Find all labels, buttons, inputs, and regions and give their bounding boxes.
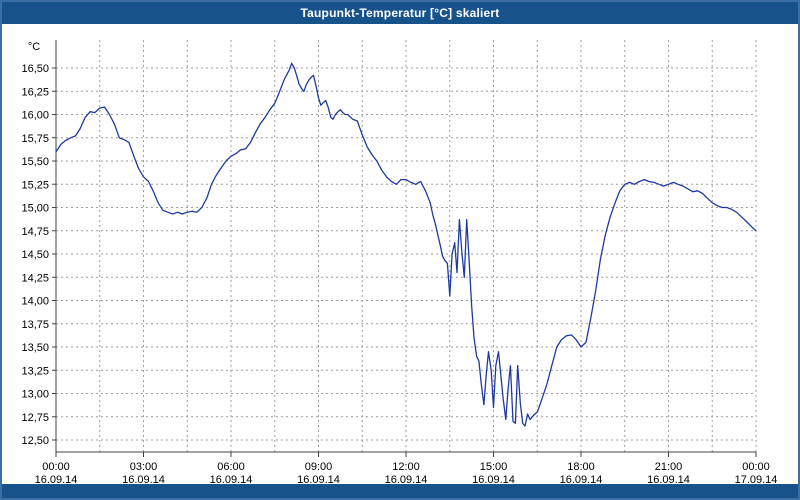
x-tick-time-label: 00:00 <box>742 461 770 473</box>
x-tick-date-label: 16.09.14 <box>210 474 253 484</box>
y-tick-label: 14,75 <box>21 226 49 238</box>
y-tick-label: 12,75 <box>21 412 49 424</box>
x-tick-time-label: 06:00 <box>217 461 245 473</box>
x-tick-date-label: 16.09.14 <box>560 474 603 484</box>
temperature-series-polyline <box>55 62 757 427</box>
y-tick-label: 15,25 <box>21 179 49 191</box>
x-tick-date-label: 16.09.14 <box>385 474 428 484</box>
y-tick-label: 13,50 <box>21 342 49 354</box>
x-tick-time-label: 15:00 <box>480 461 508 473</box>
y-tick-label: 15,50 <box>21 156 49 168</box>
y-tick-label: 16,25 <box>21 86 49 98</box>
y-tick-label: 13,75 <box>21 319 49 331</box>
y-tick-label: 16,00 <box>21 110 49 122</box>
x-tick-time-label: 21:00 <box>655 461 683 473</box>
axis-layer <box>52 40 757 457</box>
series-line <box>55 62 757 427</box>
y-tick-label: 13,00 <box>21 389 49 401</box>
y-tick-label: 14,50 <box>21 249 49 261</box>
y-tick-label: 15,75 <box>21 133 49 145</box>
grid-layer <box>55 40 757 452</box>
x-tick-time-label: 00:00 <box>42 461 70 473</box>
x-tick-date-label: 16.09.14 <box>472 474 515 484</box>
y-tick-label: 15,00 <box>21 203 49 215</box>
x-tick-date-label: 16.09.14 <box>297 474 340 484</box>
y-tick-label: 14,25 <box>21 272 49 284</box>
line-chart: 16,50 16,25 16,00 15,75 15,50 15,25 15,00 14,75… <box>21 40 777 484</box>
x-tick-date-label: 16.09.14 <box>647 474 690 484</box>
chart-title: Taupunkt-Temperatur [°C] skaliert <box>300 6 500 20</box>
x-tick-time-label: 18:00 <box>567 461 595 473</box>
x-tick-date-label: 17.09.14 <box>735 474 778 484</box>
x-tick-time-label: 12:00 <box>392 461 420 473</box>
x-tick-time-label: 09:00 <box>305 461 333 473</box>
x-tick-date-label: 16.09.14 <box>35 474 78 484</box>
y-tick-label: 13,25 <box>21 365 49 377</box>
y-axis-unit-label: °C <box>28 41 40 53</box>
y-tick-label: 16,50 <box>21 63 49 75</box>
chart-area: 16,50 16,25 16,00 15,75 15,50 15,25 15,00 14,75… <box>2 24 798 484</box>
y-tick-label: 14,00 <box>21 296 49 308</box>
tick-labels: 16,50 16,25 16,00 15,75 15,50 15,25 15,00 14,75… <box>21 41 777 484</box>
x-tick-time-label: 03:00 <box>130 461 158 473</box>
y-tick-label: 12,50 <box>21 435 49 447</box>
title-bar: Taupunkt-Temperatur [°C] skaliert <box>2 2 798 24</box>
bottom-bar <box>2 484 798 498</box>
x-tick-date-label: 16.09.14 <box>122 474 165 484</box>
